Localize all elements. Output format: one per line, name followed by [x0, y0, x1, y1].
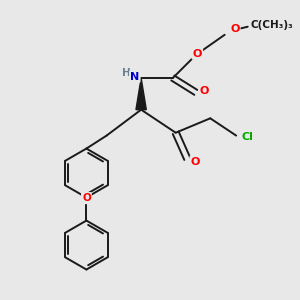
Polygon shape	[136, 78, 146, 110]
Text: O: O	[193, 49, 202, 58]
Text: C(CH₃)₃: C(CH₃)₃	[250, 20, 293, 30]
Text: O: O	[82, 193, 91, 203]
Text: O: O	[199, 86, 208, 96]
Text: H: H	[122, 68, 131, 78]
Text: O: O	[230, 24, 239, 34]
Text: O: O	[190, 157, 200, 166]
Text: Cl: Cl	[242, 132, 254, 142]
Text: N: N	[130, 72, 140, 82]
